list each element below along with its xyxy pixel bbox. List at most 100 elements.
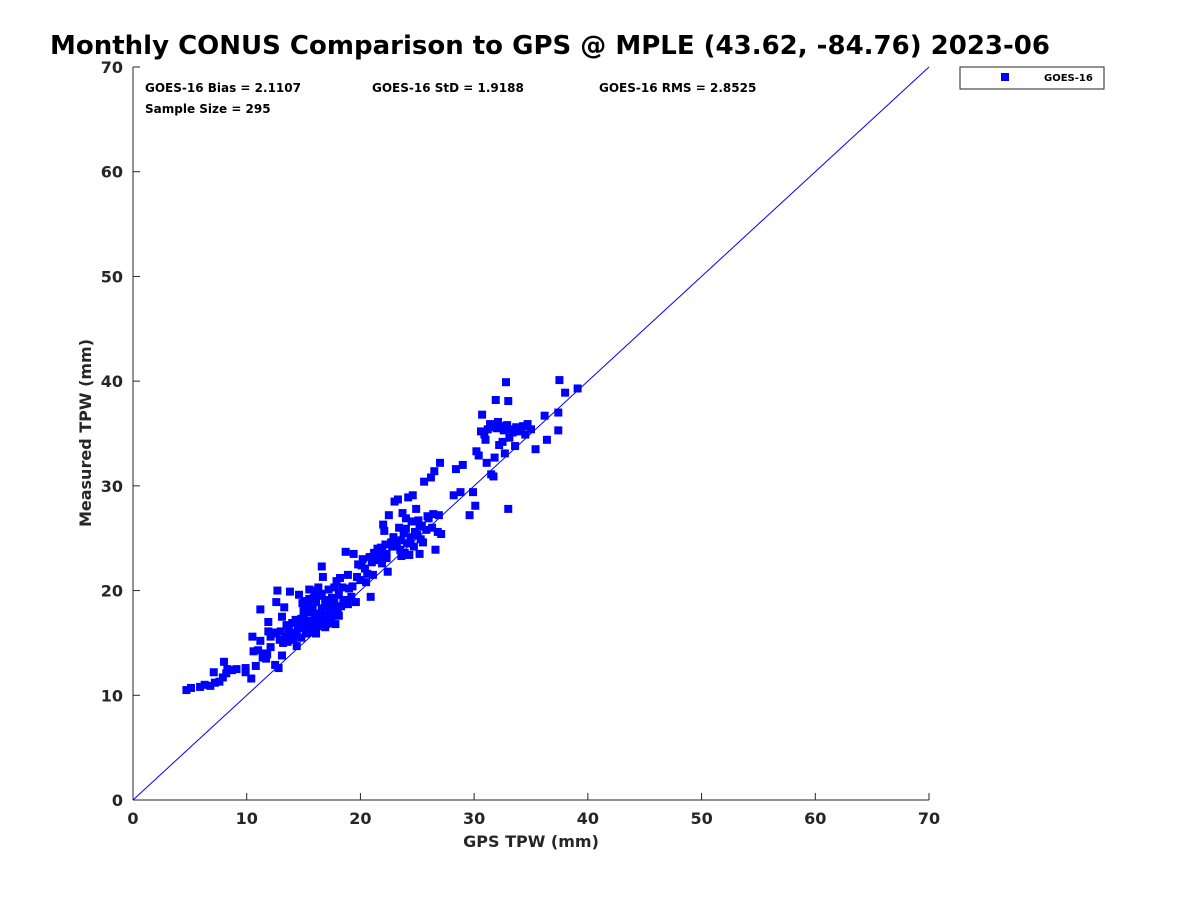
y-tick-label: 0: [112, 791, 123, 810]
x-tick-label: 30: [463, 809, 485, 828]
data-point: [429, 510, 438, 519]
data-point: [406, 533, 415, 542]
data-point: [409, 542, 418, 551]
data-point: [331, 620, 340, 629]
data-point: [380, 526, 389, 535]
data-point: [478, 410, 487, 419]
data-point: [379, 520, 388, 529]
data-point: [281, 632, 290, 641]
data-point: [295, 590, 304, 599]
data-point: [325, 606, 334, 615]
x-tick-label: 0: [127, 809, 138, 828]
data-point: [405, 550, 414, 559]
data-point: [200, 680, 209, 689]
data-point: [392, 538, 401, 547]
data-point: [287, 634, 296, 643]
data-point: [290, 628, 299, 637]
data-point: [273, 586, 282, 595]
data-point: [382, 554, 391, 563]
data-point: [483, 425, 492, 434]
data-point: [262, 654, 271, 663]
data-point: [362, 578, 371, 587]
data-point: [209, 668, 218, 677]
data-point: [395, 523, 404, 532]
data-point: [523, 420, 532, 429]
data-point: [498, 437, 507, 446]
legend-box: [959, 66, 1105, 90]
data-point: [223, 665, 232, 674]
data-point: [347, 592, 356, 601]
data-point: [555, 376, 564, 385]
data-point: [383, 567, 392, 576]
data-point: [329, 602, 338, 611]
data-point: [308, 605, 317, 614]
rms-stat: GOES-16 RMS = 2.8525: [599, 81, 756, 95]
data-point: [272, 628, 281, 637]
data-point: [315, 614, 324, 623]
data-point: [554, 408, 563, 417]
data-point: [401, 524, 410, 533]
data-point: [317, 562, 326, 571]
data-point: [511, 442, 520, 451]
data-point: [309, 593, 318, 602]
data-point: [504, 504, 513, 513]
data-points: [182, 376, 582, 695]
data-point: [254, 646, 263, 655]
data-point: [334, 590, 343, 599]
data-point: [256, 636, 265, 645]
data-point: [285, 587, 294, 596]
data-point: [389, 533, 398, 542]
data-point: [227, 666, 236, 675]
x-tick-label: 40: [577, 809, 599, 828]
data-point: [488, 423, 497, 432]
data-point: [372, 556, 381, 565]
data-point: [367, 558, 376, 567]
data-point: [505, 433, 514, 442]
data-point: [321, 623, 330, 632]
data-point: [521, 430, 530, 439]
chart-title: Monthly CONUS Comparison to GPS @ MPLE (…: [50, 31, 1050, 61]
data-point: [251, 661, 260, 670]
data-point: [504, 397, 513, 406]
data-point: [434, 511, 443, 520]
y-axis-label: Measured TPW (mm): [76, 339, 95, 527]
data-point: [366, 592, 375, 601]
data-point: [232, 665, 241, 674]
data-point: [310, 586, 319, 595]
one-to-one-reference-line: [132, 66, 930, 801]
data-point: [280, 603, 289, 612]
y-tick-label: 10: [101, 686, 123, 705]
data-point: [365, 553, 374, 562]
data-point: [500, 449, 509, 458]
data-point: [274, 664, 283, 673]
data-point: [420, 477, 429, 486]
data-point: [312, 629, 321, 638]
data-point: [378, 547, 387, 556]
data-point: [206, 681, 215, 690]
data-point: [276, 627, 285, 636]
data-point: [481, 435, 490, 444]
data-point: [401, 514, 410, 523]
data-point: [499, 426, 508, 435]
data-point: [301, 620, 310, 629]
data-point: [320, 611, 329, 620]
data-point: [279, 638, 288, 647]
data-point: [382, 549, 391, 558]
legend-entry-label: GOES-16: [1044, 73, 1093, 84]
data-point: [357, 561, 366, 570]
data-point: [406, 537, 415, 546]
data-point: [381, 540, 390, 549]
data-point: [297, 614, 306, 623]
data-point: [277, 651, 286, 660]
data-point: [554, 426, 563, 435]
data-point: [264, 617, 273, 626]
data-point: [330, 598, 339, 607]
data-point: [451, 465, 460, 474]
data-point: [398, 509, 407, 518]
data-point: [305, 594, 314, 603]
data-point: [422, 525, 431, 534]
data-point: [469, 488, 478, 497]
data-point: [501, 378, 510, 387]
data-point: [301, 629, 310, 638]
data-point: [423, 512, 432, 521]
